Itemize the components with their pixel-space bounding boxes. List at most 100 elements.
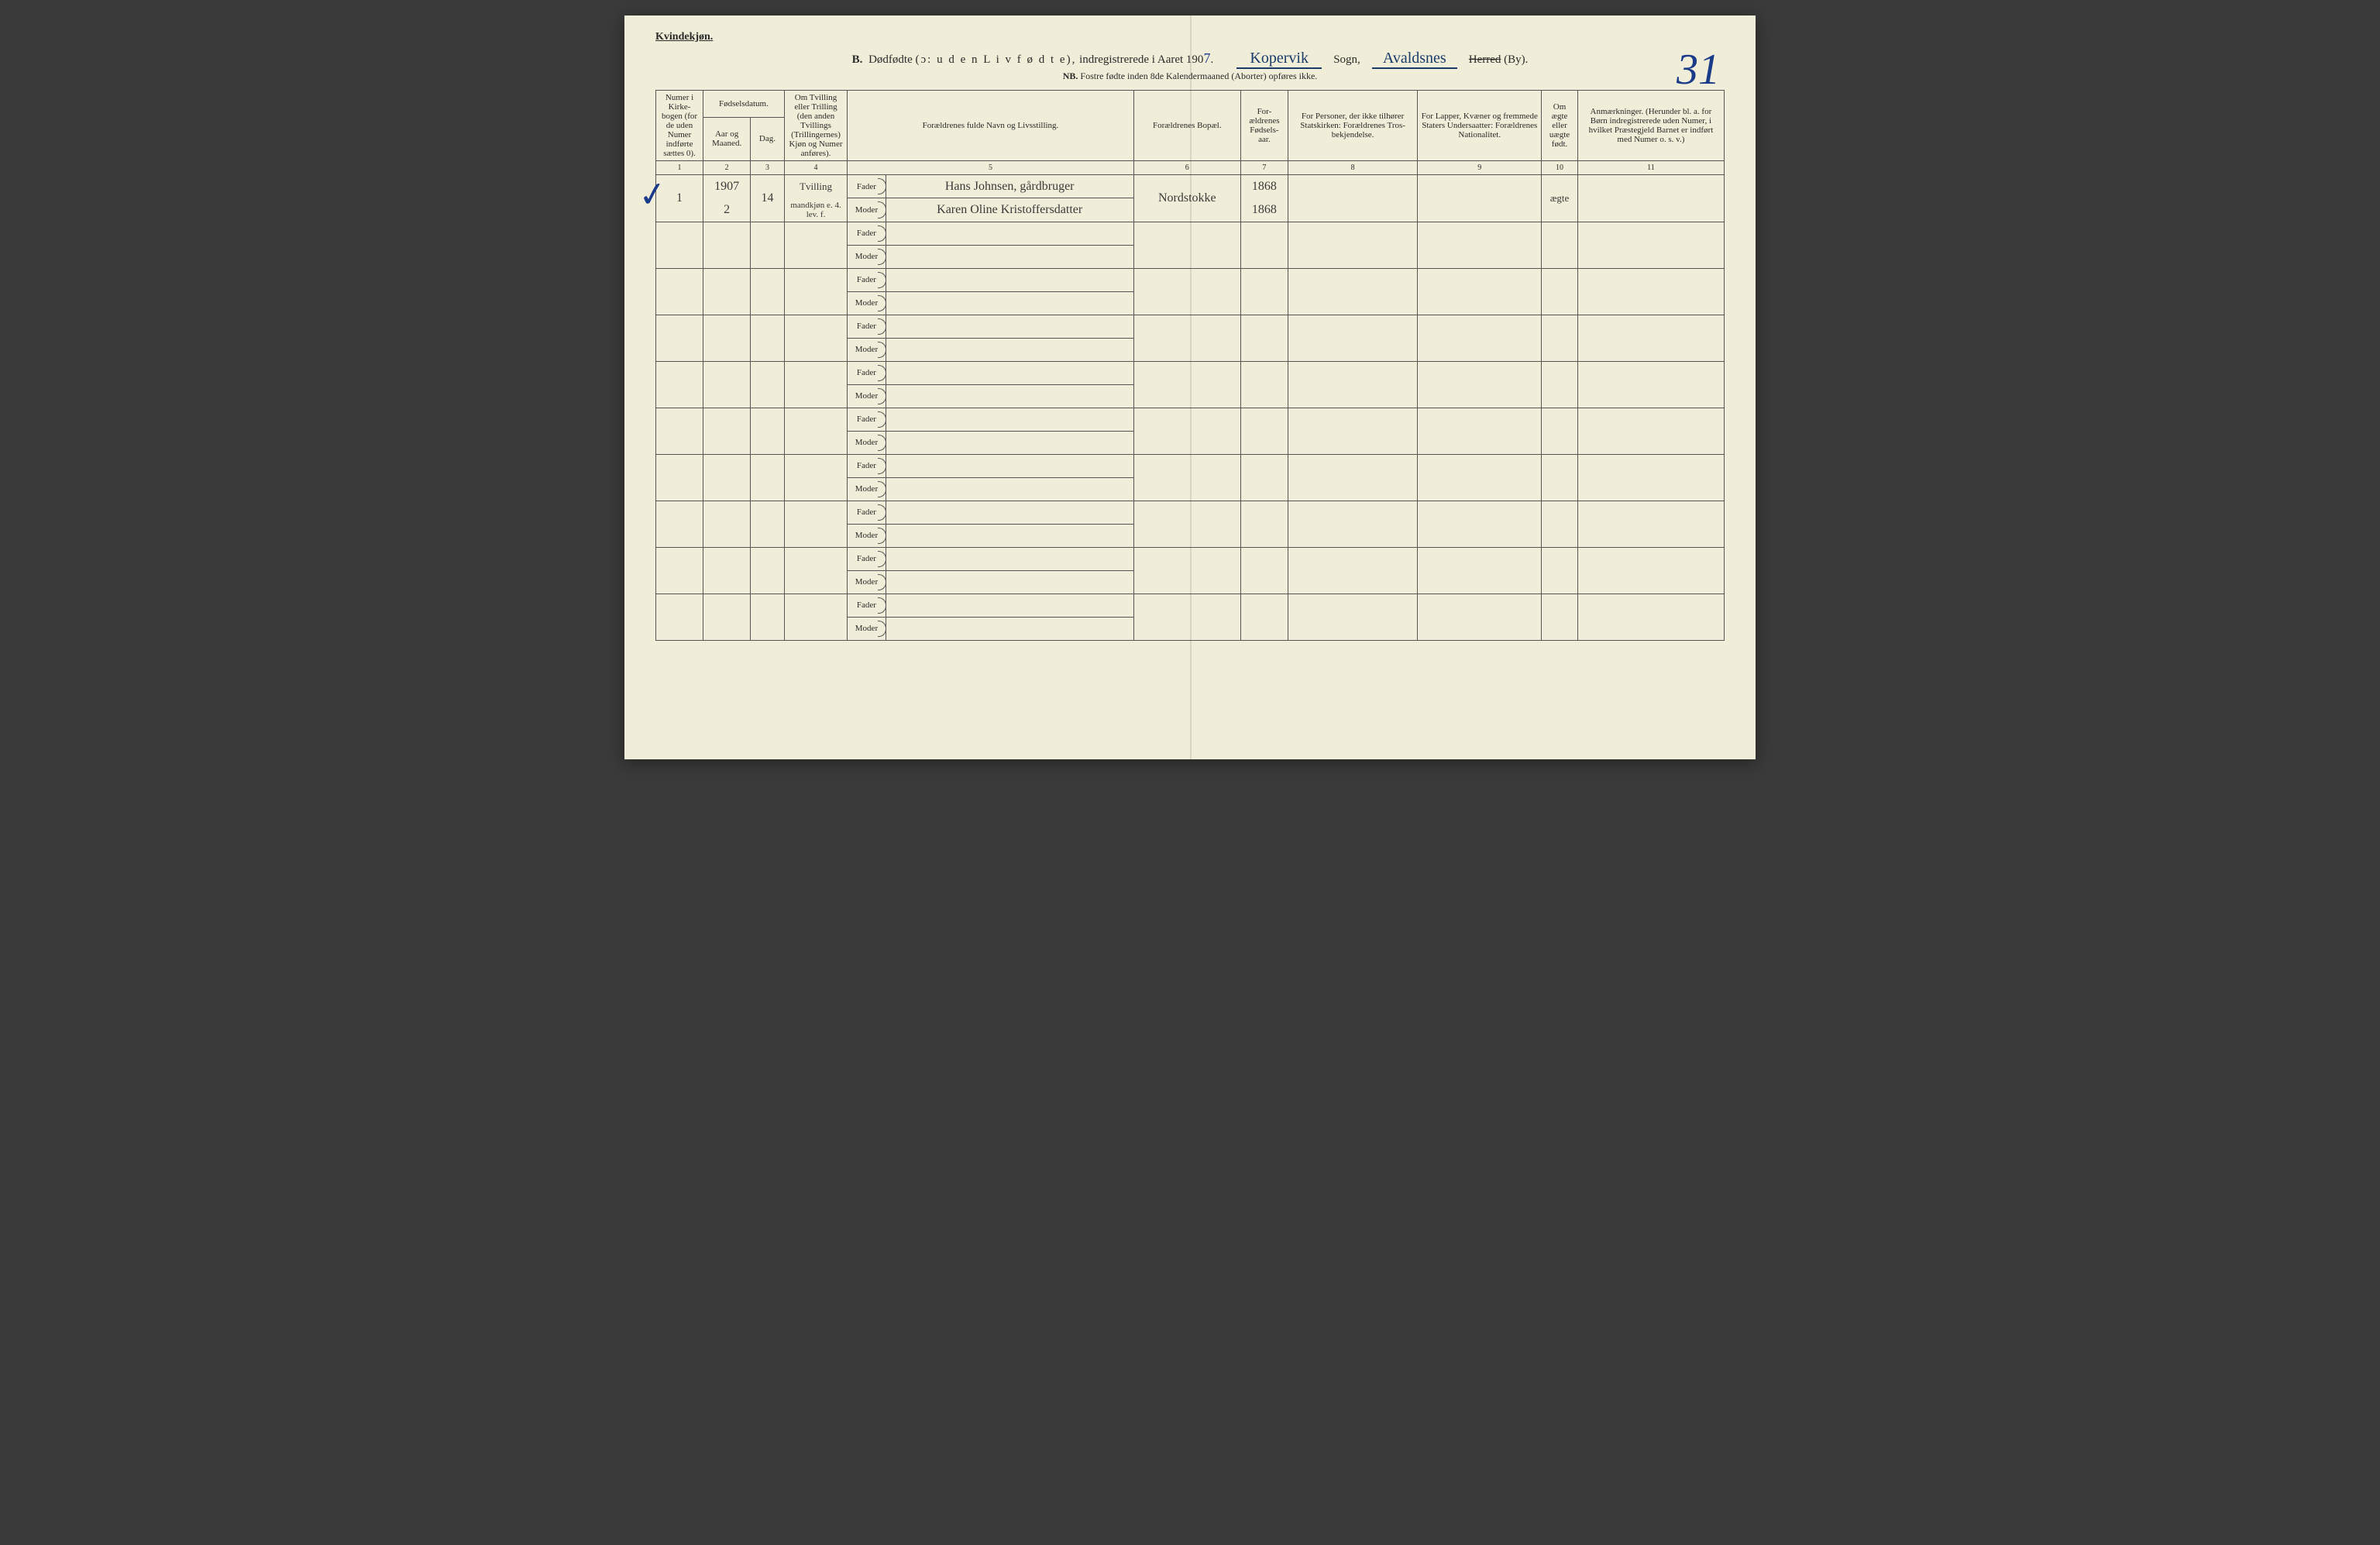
cell-c1: [656, 361, 703, 408]
fader-name: Hans Johnsen, gårdbruger: [886, 175, 1133, 198]
coln-6: 6: [1133, 161, 1240, 175]
cell-c3: [751, 408, 785, 454]
cell-c4-bot: mandkjøn e. 4. lev. f.: [784, 198, 847, 222]
fader-name: [886, 501, 1133, 524]
cell-c6: [1133, 268, 1240, 315]
cell-c6: [1133, 594, 1240, 640]
cell-c8: [1288, 315, 1417, 361]
moder-label: Moder: [848, 198, 886, 222]
cell-c10: [1542, 594, 1578, 640]
cell-c9: [1418, 268, 1542, 315]
cell-c4-top: [784, 268, 847, 291]
fader-label: Fader: [848, 361, 886, 384]
cell-c2-bot: 2: [703, 198, 751, 222]
fader-name: [886, 222, 1133, 245]
cell-c11: [1577, 315, 1724, 361]
cell-c7-bot: [1240, 431, 1288, 454]
h-c5: Forældrenes fulde Navn og Livsstilling.: [848, 91, 1133, 161]
title-paren: (ɔ: u d e n L i v f ø d t e),: [916, 53, 1077, 66]
cell-c7-top: [1240, 222, 1288, 245]
fader-name: [886, 594, 1133, 617]
fader-label: Fader: [848, 547, 886, 570]
cell-c2-bot: [703, 431, 751, 454]
moder-name: [886, 384, 1133, 408]
cell-c2-bot: [703, 570, 751, 594]
cell-c4-top: [784, 222, 847, 245]
cell-c6: [1133, 454, 1240, 501]
moder-label: Moder: [848, 338, 886, 361]
cell-c7-bot: [1240, 245, 1288, 268]
cell-c3: [751, 361, 785, 408]
coln-3: 3: [751, 161, 785, 175]
cell-c7-top: [1240, 268, 1288, 291]
coln-2: 2: [703, 161, 751, 175]
fader-name: [886, 454, 1133, 477]
cell-c9: [1418, 315, 1542, 361]
moder-name: [886, 431, 1133, 454]
coln-11: 11: [1577, 161, 1724, 175]
cell-c3: [751, 315, 785, 361]
page-fold: [1190, 15, 1192, 759]
cell-c6: [1133, 501, 1240, 547]
cell-c2-bot: [703, 291, 751, 315]
cell-c4-top: [784, 454, 847, 477]
cell-c1: [656, 501, 703, 547]
by-label: (By).: [1504, 53, 1528, 66]
herred-label: Herred: [1469, 53, 1501, 66]
subtitle-nb: NB.: [1063, 71, 1078, 81]
cell-c4-bot: [784, 477, 847, 501]
cell-c11: [1577, 408, 1724, 454]
cell-c10: [1542, 222, 1578, 268]
moder-label: Moder: [848, 477, 886, 501]
herred-handwritten: Avaldsnes: [1372, 50, 1457, 69]
h-c9: For Lapper, Kvæner og fremmede Staters U…: [1418, 91, 1542, 161]
cell-c4-bot: [784, 291, 847, 315]
cell-c3: [751, 222, 785, 268]
cell-c4-bot: [784, 617, 847, 640]
cell-c2-top: [703, 315, 751, 338]
fader-label: Fader: [848, 408, 886, 431]
coln-9: 9: [1418, 161, 1542, 175]
cell-c8: [1288, 454, 1417, 501]
cell-c4-top: [784, 501, 847, 524]
moder-label: Moder: [848, 524, 886, 547]
cell-c4-bot: [784, 431, 847, 454]
cell-c1: [656, 594, 703, 640]
cell-c2-top: [703, 408, 751, 431]
cell-c8: [1288, 594, 1417, 640]
title-word1: Dødfødte: [868, 53, 913, 66]
cell-c9: [1418, 175, 1542, 222]
moder-name: [886, 291, 1133, 315]
cell-c1: [656, 454, 703, 501]
coln-8: 8: [1288, 161, 1417, 175]
cell-c11: [1577, 594, 1724, 640]
cell-c9: [1418, 501, 1542, 547]
cell-c3: [751, 454, 785, 501]
cell-c6: Nordstokke: [1133, 175, 1240, 222]
cell-c7-top: [1240, 408, 1288, 431]
cell-c2-bot: [703, 524, 751, 547]
title-word2: indregistrerede i Aaret 190: [1079, 53, 1203, 66]
fader-name: [886, 547, 1133, 570]
cell-c2-bot: [703, 384, 751, 408]
cell-c2-top: [703, 594, 751, 617]
cell-c6: [1133, 315, 1240, 361]
cell-c8: [1288, 361, 1417, 408]
cell-c9: [1418, 361, 1542, 408]
cell-c2-top: [703, 454, 751, 477]
moder-name: Karen Oline Kristoffersdatter: [886, 198, 1133, 222]
cell-c10: [1542, 361, 1578, 408]
moder-name: [886, 524, 1133, 547]
h-c2-group: Fødselsdatum.: [703, 91, 785, 118]
cell-c7-bot: [1240, 617, 1288, 640]
cell-c8: [1288, 268, 1417, 315]
cell-c6: [1133, 361, 1240, 408]
cell-c9: [1418, 222, 1542, 268]
cell-c11: [1577, 222, 1724, 268]
cell-c7-bot: [1240, 384, 1288, 408]
cell-c3: [751, 594, 785, 640]
fader-label: Fader: [848, 315, 886, 338]
fader-name: [886, 268, 1133, 291]
cell-c4-bot: [784, 338, 847, 361]
moder-label: Moder: [848, 617, 886, 640]
